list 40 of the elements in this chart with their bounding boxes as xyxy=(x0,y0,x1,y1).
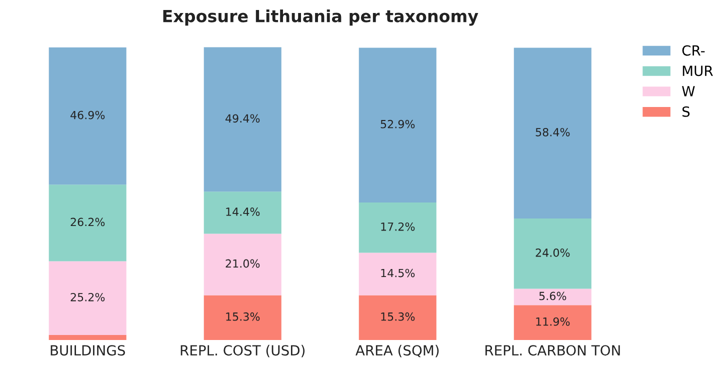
legend-label: S xyxy=(682,106,690,117)
data-label: 15.3% xyxy=(381,312,415,321)
bar xyxy=(204,47,282,192)
legend-label: W xyxy=(682,86,695,96)
data-label: 5.6% xyxy=(539,292,566,300)
data-label: 52.9% xyxy=(380,120,415,128)
data-label: 14.5% xyxy=(381,268,415,278)
bar xyxy=(48,47,126,185)
data-label: 46.9% xyxy=(70,110,105,120)
data-label: 11.9% xyxy=(536,317,570,326)
bar xyxy=(358,202,436,253)
bar xyxy=(48,261,126,335)
bar xyxy=(514,305,592,340)
bar xyxy=(48,184,126,262)
bar xyxy=(514,218,592,289)
data-label: 25.2% xyxy=(70,292,105,302)
bar xyxy=(48,334,126,340)
bar xyxy=(514,288,592,306)
chart-title: Exposure Lithuania per taxonomy xyxy=(163,9,478,26)
data-label: 24.0% xyxy=(536,248,570,257)
bar xyxy=(358,252,436,296)
data-label: 17.2% xyxy=(381,222,415,231)
x-tick-label: BUILDINGS xyxy=(50,345,125,356)
data-label: 49.4% xyxy=(226,114,260,123)
data-label: 58.4% xyxy=(536,128,570,136)
bar xyxy=(204,192,282,234)
bar xyxy=(358,295,436,340)
data-label: 15.3% xyxy=(226,312,260,321)
bar xyxy=(204,295,282,340)
data-label: 14.4% xyxy=(226,208,260,216)
x-tick-label: REPL. COST (USD) xyxy=(180,344,305,358)
bar xyxy=(514,48,592,219)
bar xyxy=(358,48,436,202)
legend-label: CR- xyxy=(682,45,705,56)
x-tick-label: AREA (SQM) xyxy=(356,344,439,358)
legend-label: MUR xyxy=(682,66,713,76)
data-label: 26.2% xyxy=(70,218,105,226)
bar xyxy=(204,234,282,296)
data-label: 21.0% xyxy=(226,259,260,268)
x-tick-label: REPL. CARBON TON xyxy=(485,345,620,356)
